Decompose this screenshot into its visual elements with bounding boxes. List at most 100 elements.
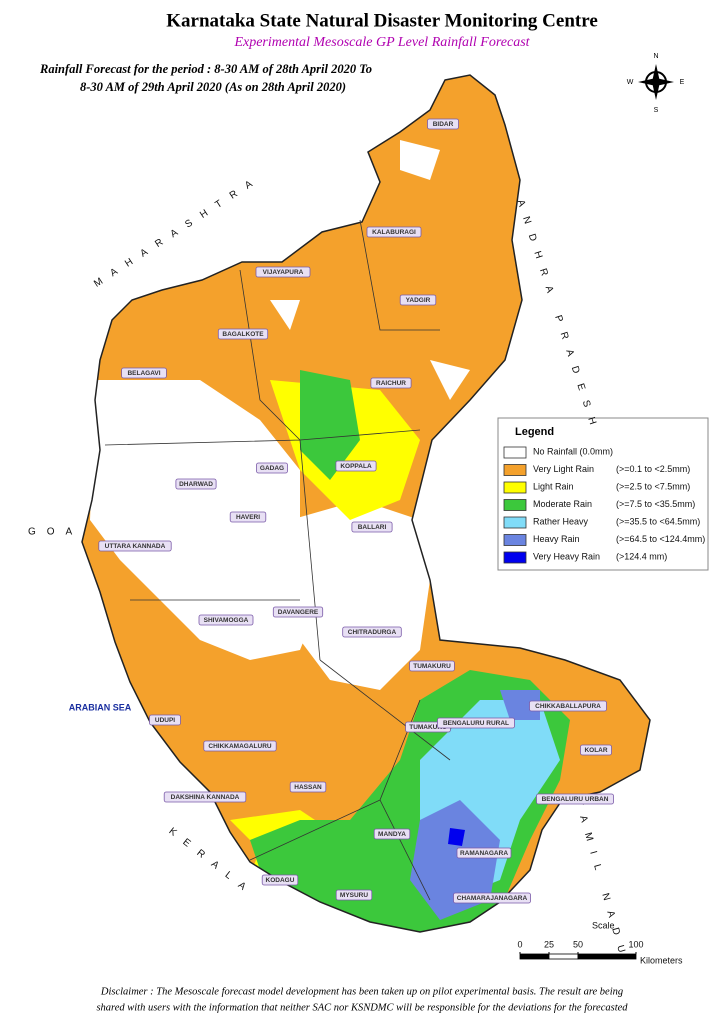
scale-tick-label: 100 <box>628 939 643 949</box>
scale-tick-label: 0 <box>517 939 522 949</box>
heavy-rain-area <box>410 690 540 920</box>
district-tag <box>427 118 459 130</box>
disclaimer-line: Disclaimer : The Mesoscale forecast mode… <box>100 986 623 997</box>
district-tag <box>255 266 311 278</box>
legend-swatch <box>503 534 527 546</box>
district-tag <box>366 226 422 238</box>
legend: Legend No Rainfall (0.0mm) Very Light Rai… <box>497 417 709 571</box>
district-label: SHIVAMOGGA <box>204 617 249 624</box>
district-label: KOLAR <box>584 747 607 754</box>
scale-segment <box>577 953 637 960</box>
district-tag <box>256 462 288 474</box>
district-label: YADGIR <box>406 297 431 304</box>
district-label: CHITRADURGA <box>348 629 397 636</box>
period-line: 8-30 AM of 29th April 2020 (As on 28th A… <box>80 80 346 94</box>
legend-item-name: Light Rain <box>533 481 574 491</box>
district-tag <box>198 614 254 626</box>
district-tag <box>335 460 377 472</box>
district-tag <box>261 874 299 886</box>
district-label: CHIKKABALLAPURA <box>535 703 601 710</box>
district-tag <box>456 847 512 859</box>
legend-item-range: (>=64.5 to <124.4mm) <box>616 534 705 544</box>
legend-item-name: Moderate Rain <box>533 499 592 509</box>
compass-e: E <box>680 79 685 86</box>
district-label: BIDAR <box>433 121 454 128</box>
district-label: UDUPI <box>155 717 175 724</box>
compass-n: N <box>653 53 658 60</box>
district-tag <box>272 606 324 618</box>
subtitle: Experimental Mesoscale GP Level Rainfall… <box>233 35 530 50</box>
district-borders <box>104 219 451 901</box>
legend-swatch <box>503 551 527 564</box>
legend-item-range: (>=0.1 to <2.5mm) <box>616 464 690 474</box>
district-tag <box>453 892 531 904</box>
legend-swatch <box>503 446 527 459</box>
scale-tick-label: 25 <box>544 939 554 949</box>
district-label: KOPPALA <box>340 463 372 470</box>
district-label: DAKSHINA KANNADA <box>171 794 240 801</box>
district-tag <box>373 828 411 840</box>
legend-item-range: (>=35.5 to <64.5mm) <box>616 516 700 526</box>
legend-item-range: (>=2.5 to <7.5mm) <box>616 481 690 491</box>
compass: N E S W <box>627 53 685 114</box>
moderate-rain-area <box>300 370 360 480</box>
district-label: BELAGAVI <box>127 370 160 377</box>
district-tag <box>370 377 412 389</box>
legend-item-name: Very Light Rain <box>533 464 594 474</box>
district-label: MYSURU <box>340 892 368 899</box>
no-rain-area <box>90 380 320 660</box>
district-label: DAVANGERE <box>278 609 319 616</box>
neighbour-label: GOA <box>28 527 83 538</box>
district-label: KALABURAGI <box>372 229 416 236</box>
district-label: BENGALURU RURAL <box>443 720 509 727</box>
district-label: UTTARA KANNADA <box>105 543 166 550</box>
district-tag <box>351 521 393 533</box>
legend-swatch <box>503 499 527 511</box>
district-label: GADAG <box>260 465 284 472</box>
scale-segment <box>548 953 579 960</box>
district-tag <box>529 700 607 712</box>
no-rain-area <box>270 140 470 400</box>
legend-item-name: Rather Heavy <box>533 516 589 526</box>
district-label: CHAMARAJANAGARA <box>457 895 528 902</box>
district-tag <box>217 328 269 340</box>
sea-label: ARABIAN SEA <box>69 702 132 712</box>
district-tag <box>149 714 181 726</box>
legend-swatch <box>503 481 527 494</box>
legend-item-range: (>124.4 mm) <box>616 551 667 561</box>
district-label: HAVERI <box>236 514 260 521</box>
neighbour-label: ANDHRA PRADESH <box>515 198 602 436</box>
district-label: TUMAKURU <box>409 724 447 731</box>
district-label: TUMAKURU <box>413 663 451 670</box>
district-tag <box>580 744 612 756</box>
legend-box <box>497 417 709 571</box>
period-line: Rainfall Forecast for the period : 8-30 … <box>39 62 372 76</box>
district-tag <box>175 478 217 490</box>
district-tag <box>163 791 247 803</box>
title: Karnataka State Natural Disaster Monitor… <box>166 10 598 31</box>
district-label: RAICHUR <box>376 380 406 387</box>
district-tag <box>437 717 515 729</box>
district-tag <box>229 511 267 523</box>
district-tag <box>536 793 614 805</box>
compass-w: W <box>627 79 634 86</box>
scale-label: Scale <box>592 920 615 930</box>
district-label: DHARWAD <box>179 481 213 488</box>
legend-title: Legend <box>515 426 554 438</box>
district-tag <box>335 889 373 901</box>
district-tag <box>121 367 167 379</box>
scale-tick-label: 50 <box>573 939 583 949</box>
scale-unit: Kilometers <box>640 955 683 965</box>
district-tag <box>289 781 327 793</box>
district-tag <box>203 740 277 752</box>
legend-item-name: Heavy Rain <box>533 534 580 544</box>
legend-item-name: No Rainfall (0.0mm) <box>533 446 613 456</box>
district-label: KODAGU <box>266 877 295 884</box>
district-label: MANDYA <box>378 831 406 838</box>
scale-segment <box>519 953 550 960</box>
district-label: BENGALURU URBAN <box>542 796 609 803</box>
district-label: HASSAN <box>294 784 322 791</box>
district-tag <box>98 540 172 552</box>
district-tag <box>409 660 455 672</box>
district-label: BAGALKOTE <box>222 331 264 338</box>
